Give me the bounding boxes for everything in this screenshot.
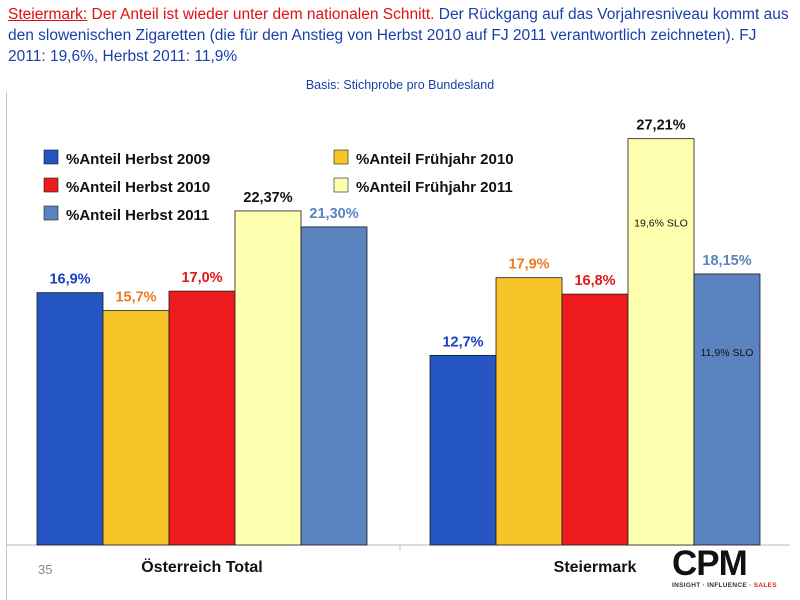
header-body-text: Der Rückgang auf das Vorjahresniveau kom… [8,6,789,65]
legend-label: %Anteil Herbst 2010 [66,179,210,196]
legend-swatch [333,149,349,165]
header-highlight: Steiermark: Der Anteil ist wieder unter … [8,6,434,23]
plot-area-border [6,92,799,600]
bar [627,138,695,546]
data-label: 12,7% [442,334,483,350]
data-label: 15,7% [115,290,156,306]
category-label: Österreich Total [141,557,263,576]
header-highlight-text: Der Anteil ist wieder unter dem national… [87,6,435,23]
bar [693,273,761,546]
slide-number: 35 [38,562,53,577]
data-label: 27,21% [636,118,685,134]
bar [168,290,236,546]
cpm-logo: CPM INSIGHT · INFLUENCE · SALES [672,544,777,590]
bar [234,210,302,546]
bar [429,354,497,546]
legend-swatch [43,205,59,221]
bar-annotation: 19,6% SLO [634,218,688,230]
logo-name: CPM [672,544,748,583]
legend-label: %Anteil Frühjahr 2011 [356,179,513,196]
bar-annotation: 11,9% SLO [701,347,754,359]
bar [102,310,170,546]
bar [495,277,563,546]
data-label: 17,0% [181,270,222,286]
data-label: 16,8% [574,273,615,289]
legend-swatch [333,177,349,193]
legend-label: %Anteil Herbst 2009 [66,151,210,168]
slide-header-text: Steiermark: Der Anteil ist wieder unter … [8,4,798,67]
bar [561,293,629,546]
logo-tagline-prefix: INSIGHT · INFLUENCE · [672,582,754,589]
data-label: 21,30% [309,206,358,222]
legend-label: %Anteil Frühjahr 2010 [356,151,514,168]
data-label: 16,9% [49,272,90,288]
legend-label: %Anteil Herbst 2011 [66,207,209,224]
legend-swatch [43,149,59,165]
logo-tagline-accent: SALES [753,582,777,589]
data-label: 18,15% [702,253,751,269]
header-highlight-label: Steiermark: [8,6,88,23]
bar [36,292,104,546]
data-label: 17,9% [508,257,549,273]
category-label: Steiermark [554,559,637,576]
data-label: 22,37% [243,190,292,206]
basis-note: Basis: Stichprobe pro Bundesland [305,78,495,92]
logo-tagline: INSIGHT · INFLUENCE · SALES [672,582,777,589]
legend-swatch [43,177,59,193]
bar [300,226,368,546]
